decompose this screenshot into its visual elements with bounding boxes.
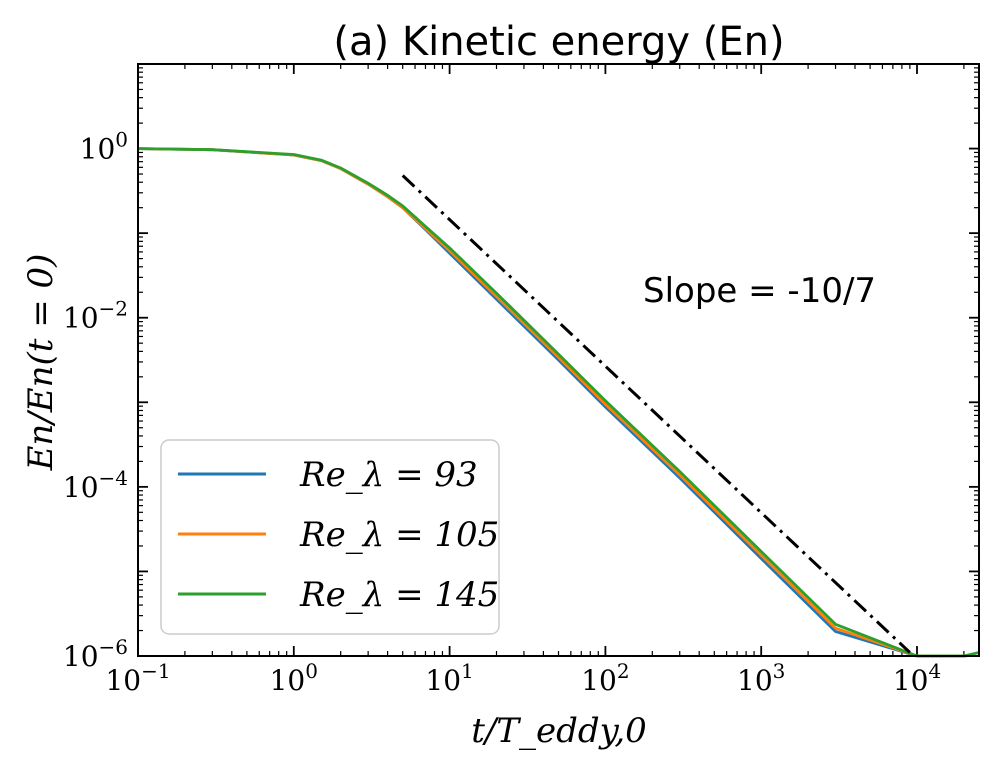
x-tick-label: 100: [270, 659, 318, 697]
axis-tick-labels: 10−1 100 101 102 103 104 10−6 10−4 10−2 100: [63, 128, 941, 697]
legend-label-3: Re_λ = 145: [299, 575, 499, 615]
x-tick-label: 101: [425, 659, 473, 697]
reference-line-label: Slope = -10/7: [643, 271, 876, 311]
chart-title: (a) Kinetic energy (En): [333, 19, 784, 65]
x-axis-label: t/T_eddy,0: [471, 711, 647, 751]
y-tick-label: 100: [80, 128, 128, 166]
y-tick-label: 10−6: [63, 635, 128, 673]
legend: Re_λ = 93 Re_λ = 105 Re_λ = 145: [160, 439, 500, 635]
x-tick-label: 102: [581, 659, 629, 697]
legend-box: [160, 439, 500, 635]
y-tick-label: 10−4: [63, 466, 128, 504]
x-tick-label: 104: [893, 659, 941, 697]
y-tick-label: 10−2: [63, 297, 128, 335]
x-tick-label: 103: [737, 659, 785, 697]
y-axis-label: En/En(t = 0): [21, 254, 61, 472]
legend-label-2: Re_λ = 105: [299, 515, 499, 555]
plot-area: [137, 147, 980, 658]
legend-label-1: Re_λ = 93: [299, 455, 478, 495]
x-tick-label: 10−1: [105, 659, 170, 697]
series-line-3: [137, 147, 980, 658]
axes-frame: [137, 63, 980, 657]
legend-items: Re_λ = 93 Re_λ = 105 Re_λ = 145: [178, 455, 499, 615]
reference-line: [401, 174, 911, 654]
